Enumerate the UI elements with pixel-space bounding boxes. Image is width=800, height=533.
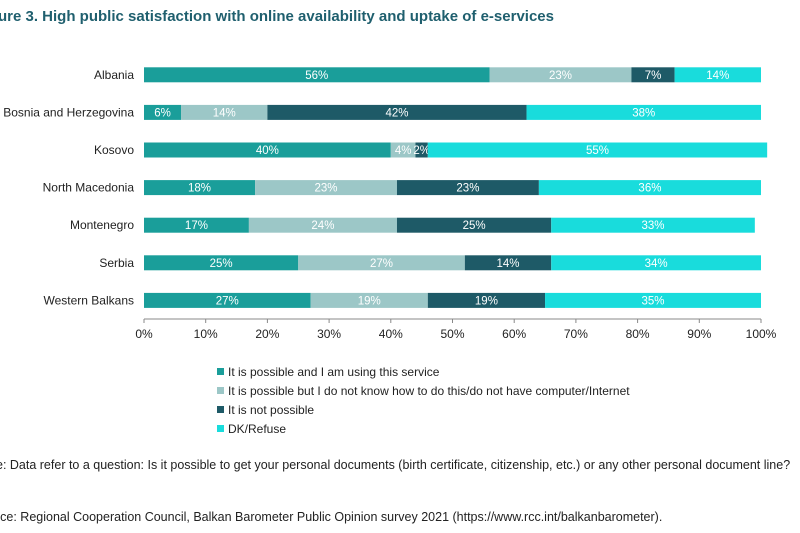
legend-swatch-dont-know-how <box>217 387 224 394</box>
bar-bosnia-and-herzegovina-using <box>144 104 182 120</box>
category-label-bosnia-and-herzegovina: Bosnia and Herzegovina <box>3 105 134 119</box>
bar-montenegro-dk-refuse <box>551 217 755 233</box>
legend-label-dont-know-how: It is possible but I do not know how to … <box>228 383 630 398</box>
value-label-bosnia-and-herzegovina-not-possible: 42% <box>385 107 408 119</box>
value-label-montenegro-dk-refuse: 33% <box>642 220 665 232</box>
chart-source: rce: Regional Cooperation Council, Balka… <box>0 510 663 524</box>
value-label-bosnia-and-herzegovina-dont-know-how: 14% <box>213 107 236 119</box>
bar-north-macedonia-not-possible <box>396 180 539 196</box>
value-label-western-balkans-using: 27% <box>216 295 239 307</box>
value-label-north-macedonia-using: 18% <box>188 183 211 195</box>
value-label-western-balkans-dk-refuse: 35% <box>642 295 665 307</box>
x-tick-label-5: 50% <box>440 327 464 341</box>
value-label-north-macedonia-dont-know-how: 23% <box>314 183 337 195</box>
bar-north-macedonia-dont-know-how <box>255 180 397 196</box>
x-tick-label-2: 20% <box>255 327 279 341</box>
legend-item-dont-know-how: It is possible but I do not know how to … <box>217 381 630 400</box>
x-tick-label-10: 100% <box>746 327 777 341</box>
bar-bosnia-and-herzegovina-not-possible <box>267 104 527 120</box>
value-label-serbia-not-possible: 14% <box>497 258 520 270</box>
legend-label-not-possible: It is not possible <box>228 402 315 417</box>
value-label-albania-not-possible: 7% <box>645 70 662 82</box>
bar-serbia-dont-know-how <box>298 255 465 271</box>
legend-label-dk-refuse: DK/Refuse <box>228 421 287 436</box>
bar-montenegro-dont-know-how <box>248 217 397 233</box>
bar-bosnia-and-herzegovina-dont-know-how <box>181 104 268 120</box>
legend-label-using: It is possible and I am using this servi… <box>228 364 440 379</box>
value-label-north-macedonia-not-possible: 23% <box>456 183 479 195</box>
bar-western-balkans-dont-know-how <box>310 292 428 308</box>
bar-serbia-dk-refuse <box>551 255 761 271</box>
bar-bosnia-and-herzegovina-dk-refuse <box>526 104 761 120</box>
chart-title: ure 3. High public satisfaction with onl… <box>0 8 554 25</box>
legend-swatch-dk-refuse <box>217 425 224 432</box>
bar-kosovo-using <box>144 142 391 158</box>
bar-serbia-not-possible <box>464 255 552 271</box>
legend-swatch-not-possible <box>217 406 224 413</box>
bar-kosovo-not-possible <box>415 142 428 158</box>
value-label-serbia-using: 25% <box>210 258 233 270</box>
x-tick-label-1: 10% <box>194 327 218 341</box>
value-label-albania-using: 56% <box>305 70 328 82</box>
category-label-albania: Albania <box>94 68 134 82</box>
value-label-montenegro-using: 17% <box>185 220 208 232</box>
bar-albania-not-possible <box>631 67 675 83</box>
bar-montenegro-not-possible <box>396 217 552 233</box>
bar-western-balkans-using <box>144 292 311 308</box>
value-label-montenegro-dont-know-how: 24% <box>311 220 334 232</box>
value-label-bosnia-and-herzegovina-using: 6% <box>154 107 171 119</box>
bar-kosovo-dk-refuse <box>427 142 768 158</box>
legend-item-using: It is possible and I am using this servi… <box>217 362 630 381</box>
bar-albania-using <box>144 67 490 83</box>
legend-swatch-using <box>217 368 224 375</box>
value-label-serbia-dk-refuse: 34% <box>645 258 668 270</box>
value-label-albania-dont-know-how: 23% <box>549 70 572 82</box>
bar-albania-dk-refuse <box>674 67 761 83</box>
chart-note: e: Data refer to a question: Is it possi… <box>0 458 791 472</box>
bar-north-macedonia-using <box>144 180 256 196</box>
category-label-serbia: Serbia <box>99 256 134 270</box>
value-label-western-balkans-not-possible: 19% <box>475 295 498 307</box>
category-label-north-macedonia: North Macedonia <box>43 181 135 195</box>
legend-item-dk-refuse: DK/Refuse <box>217 419 630 438</box>
category-label-montenegro: Montenegro <box>70 218 134 232</box>
bar-serbia-using <box>144 255 299 271</box>
x-tick-label-7: 70% <box>564 327 588 341</box>
value-label-kosovo-not-possible: 2% <box>413 145 430 157</box>
bar-montenegro-using <box>144 217 249 233</box>
bar-western-balkans-dk-refuse <box>545 292 761 308</box>
x-tick-label-8: 80% <box>626 327 650 341</box>
x-tick-label-3: 30% <box>317 327 341 341</box>
legend: It is possible and I am using this servi… <box>217 362 630 438</box>
bar-western-balkans-not-possible <box>427 292 546 308</box>
legend-item-not-possible: It is not possible <box>217 400 630 419</box>
value-label-kosovo-dk-refuse: 55% <box>586 145 609 157</box>
value-label-serbia-dont-know-how: 27% <box>370 258 393 270</box>
category-label-western-balkans: Western Balkans <box>44 293 135 307</box>
bar-north-macedonia-dk-refuse <box>538 180 761 196</box>
value-label-bosnia-and-herzegovina-dk-refuse: 38% <box>632 107 655 119</box>
category-label-kosovo: Kosovo <box>94 143 134 157</box>
bar-kosovo-dont-know-how <box>390 142 416 158</box>
bar-albania-dont-know-how <box>489 67 632 83</box>
x-tick-label-6: 60% <box>502 327 526 341</box>
value-label-kosovo-using: 40% <box>256 145 279 157</box>
value-label-kosovo-dont-know-how: 4% <box>395 145 412 157</box>
x-tick-label-4: 40% <box>379 327 403 341</box>
value-label-north-macedonia-dk-refuse: 36% <box>638 183 661 195</box>
value-label-montenegro-not-possible: 25% <box>463 220 486 232</box>
x-tick-label-0: 0% <box>135 327 153 341</box>
value-label-western-balkans-dont-know-how: 19% <box>358 295 381 307</box>
x-tick-label-9: 90% <box>687 327 711 341</box>
value-label-albania-dk-refuse: 14% <box>706 70 729 82</box>
